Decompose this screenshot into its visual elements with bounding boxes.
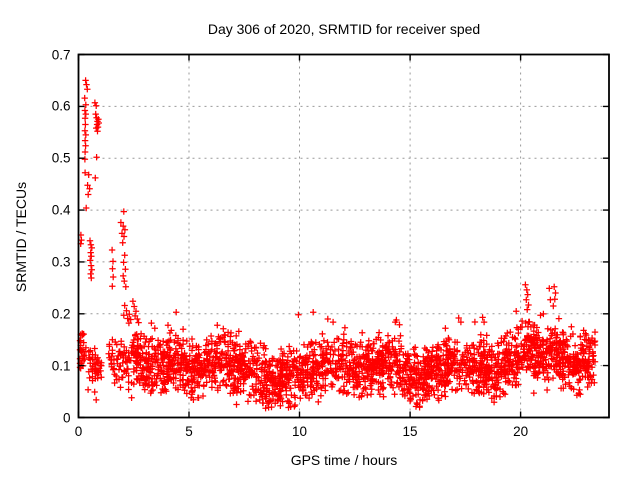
plot-frame [77,53,610,419]
x-axis-label: GPS time / hours [290,452,398,468]
x-tick-label: 0 [74,424,83,439]
y-tick-label: 0.6 [51,98,71,114]
x-tick-label: 15 [402,424,418,439]
y-tick-label: 0.7 [51,47,71,62]
y-tick-label: 0.1 [51,358,71,374]
x-tick-label: 10 [292,424,308,439]
chart-title: Day 306 of 2020, SRMTID for receiver spe… [207,21,481,37]
y-tick-label: 0.3 [51,254,71,270]
data-points [76,77,599,412]
y-tick-label: 0.5 [51,150,71,166]
x-tick-label: 5 [185,424,193,439]
y-tick-label: 0.4 [51,202,71,218]
y-tick-label: 0 [62,410,71,425]
x-tick-label: 20 [513,424,529,439]
y-tick-label: 0.2 [51,306,71,322]
